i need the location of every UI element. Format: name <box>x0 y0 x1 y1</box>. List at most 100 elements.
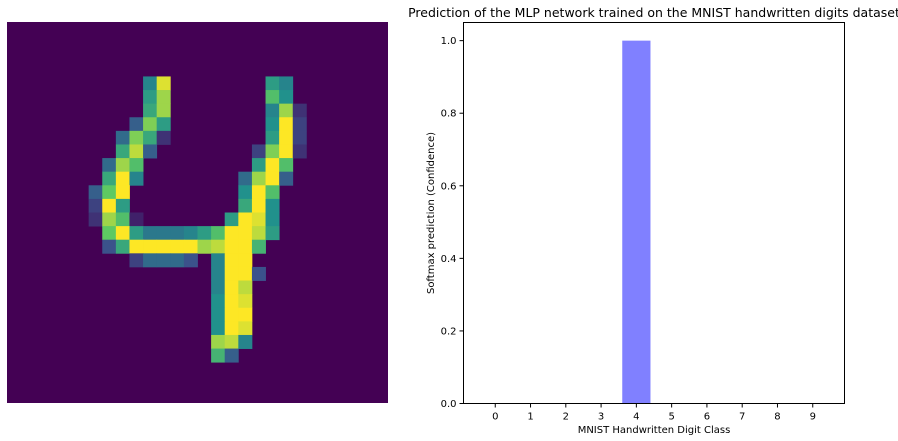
bar-chart: Prediction of the MLP network trained on… <box>408 5 898 436</box>
digit-pixel <box>102 185 117 200</box>
bar-4 <box>622 40 651 404</box>
digit-pixel <box>211 294 226 309</box>
digit-pixel <box>197 239 212 254</box>
digit-pixel <box>115 130 130 145</box>
digit-pixel <box>115 212 130 227</box>
digit-pixel-layer <box>88 76 307 363</box>
digit-pixel <box>211 348 226 363</box>
digit-pixel <box>211 334 226 349</box>
digit-pixel <box>279 76 294 91</box>
digit-pixel <box>115 198 130 213</box>
digit-pixel <box>143 103 158 118</box>
digit-pixel <box>156 76 171 91</box>
digit-pixel <box>238 212 253 227</box>
digit-pixel <box>238 198 253 213</box>
plot-frame <box>463 22 845 404</box>
digit-pixel <box>129 253 144 268</box>
digit-pixel <box>238 294 253 309</box>
digit-pixel <box>292 103 307 118</box>
digit-pixel <box>279 144 294 159</box>
digit-pixel <box>183 253 198 268</box>
digit-pixel <box>251 185 266 200</box>
digit-pixel <box>238 334 253 349</box>
digit-pixel <box>265 117 280 132</box>
digit-pixel <box>265 130 280 145</box>
digit-pixel <box>143 253 158 268</box>
y-tick-label: 0.4 <box>441 254 457 265</box>
digit-pixel <box>156 103 171 118</box>
digit-pixel <box>143 117 158 132</box>
x-tick-label: 0 <box>492 412 498 423</box>
digit-pixel <box>156 253 171 268</box>
x-tick-label: 9 <box>810 412 816 423</box>
digit-pixel <box>265 103 280 118</box>
digit-pixel <box>224 307 239 322</box>
digit-pixel <box>115 226 130 241</box>
digit-pixel <box>211 253 226 268</box>
digit-pixel <box>143 130 158 145</box>
digit-pixel <box>102 158 117 173</box>
digit-pixel <box>102 239 117 254</box>
digit-pixel <box>251 158 266 173</box>
digit-pixel <box>265 171 280 186</box>
digit-pixel <box>129 158 144 173</box>
digit-pixel <box>279 90 294 105</box>
digit-pixel <box>251 171 266 186</box>
digit-pixel <box>211 239 226 254</box>
digit-pixel <box>265 185 280 200</box>
digit-pixel <box>292 130 307 145</box>
digit-pixel <box>224 348 239 363</box>
digit-pixel <box>279 171 294 186</box>
digit-pixel <box>238 226 253 241</box>
digit-pixel <box>115 185 130 200</box>
digit-pixel <box>224 212 239 227</box>
digit-pixel <box>170 253 185 268</box>
digit-pixel <box>156 239 171 254</box>
digit-pixel <box>143 90 158 105</box>
digit-pixel <box>102 212 117 227</box>
digit-pixel <box>156 130 171 145</box>
digit-pixel <box>279 158 294 173</box>
digit-pixel <box>238 239 253 254</box>
digit-pixel <box>251 212 266 227</box>
x-tick-label: 8 <box>774 412 780 423</box>
digit-pixel <box>211 280 226 295</box>
digit-pixel <box>238 171 253 186</box>
x-axis: 0 1 2 3 4 5 6 7 8 9 <box>492 403 816 423</box>
digit-pixel <box>224 239 239 254</box>
digit-pixel <box>279 130 294 145</box>
digit-pixel <box>129 239 144 254</box>
digit-pixel <box>183 226 198 241</box>
digit-pixel <box>197 226 212 241</box>
y-axis-label: Softmax prediction (Confidence) <box>426 132 437 294</box>
digit-pixel <box>211 307 226 322</box>
digit-pixel <box>115 171 130 186</box>
y-tick-label: 0.6 <box>441 181 457 192</box>
digit-pixel <box>224 226 239 241</box>
digit-pixel <box>102 171 117 186</box>
digit-pixel <box>156 226 171 241</box>
y-tick-label: 0.8 <box>441 109 457 120</box>
digit-pixel <box>115 144 130 159</box>
digit-pixel <box>238 307 253 322</box>
digit-pixel <box>251 144 266 159</box>
digit-pixel <box>224 321 239 336</box>
x-tick-label: 3 <box>598 412 604 423</box>
x-tick-label: 7 <box>739 412 745 423</box>
digit-pixel <box>224 280 239 295</box>
x-tick-label: 5 <box>668 412 674 423</box>
x-tick-label: 6 <box>704 412 710 423</box>
digit-pixel <box>224 253 239 268</box>
digit-pixel <box>265 198 280 213</box>
digit-pixel <box>88 198 103 213</box>
digit-pixel <box>129 144 144 159</box>
digit-pixel <box>238 280 253 295</box>
digit-pixel <box>279 117 294 132</box>
digit-pixel <box>265 212 280 227</box>
digit-pixel <box>238 321 253 336</box>
digit-pixel <box>143 76 158 91</box>
digit-pixel <box>265 90 280 105</box>
digit-pixel <box>279 103 294 118</box>
digit-pixel <box>115 239 130 254</box>
digit-pixel <box>292 144 307 159</box>
